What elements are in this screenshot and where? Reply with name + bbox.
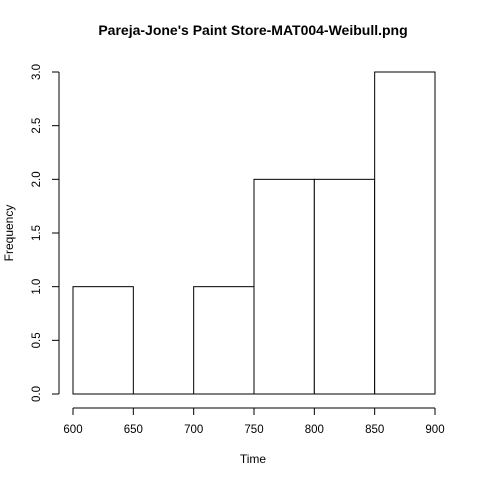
x-axis: 600 650 700 750 800 850 900 xyxy=(63,407,445,436)
x-axis-label: Time xyxy=(240,452,267,466)
x-tick-label: 750 xyxy=(244,424,263,436)
y-tick-label: 1.5 xyxy=(31,225,43,241)
bars-group xyxy=(72,71,436,395)
x-tick-label: 900 xyxy=(425,424,444,436)
x-tick-label: 600 xyxy=(63,424,82,436)
histogram-bar-850-900 xyxy=(374,71,436,395)
x-tick-label: 650 xyxy=(124,424,143,436)
y-axis-label: Frequency xyxy=(2,205,16,262)
y-tick-label: 2.0 xyxy=(31,171,43,187)
x-tick-label: 700 xyxy=(184,424,203,436)
chart-title: Pareja-Jone's Paint Store-MAT004-Weibull… xyxy=(98,22,407,38)
x-tick-label: 800 xyxy=(305,424,324,436)
y-tick-label: 1.0 xyxy=(31,279,43,295)
histogram-bar-600-650 xyxy=(72,286,134,395)
y-tick-label: 2.5 xyxy=(31,118,43,134)
y-tick-label: 3.0 xyxy=(31,64,43,80)
x-tick-label: 850 xyxy=(365,424,384,436)
y-tick-label: 0.5 xyxy=(31,332,43,348)
histogram-bar-750-800 xyxy=(253,178,315,395)
histogram-bar-800-850 xyxy=(313,178,376,395)
y-tick-label: 0.0 xyxy=(31,386,43,402)
histogram-bar-700-750 xyxy=(193,286,255,395)
y-axis: 0.0 0.5 1.0 1.5 2.0 2.5 3.0 xyxy=(31,64,60,402)
